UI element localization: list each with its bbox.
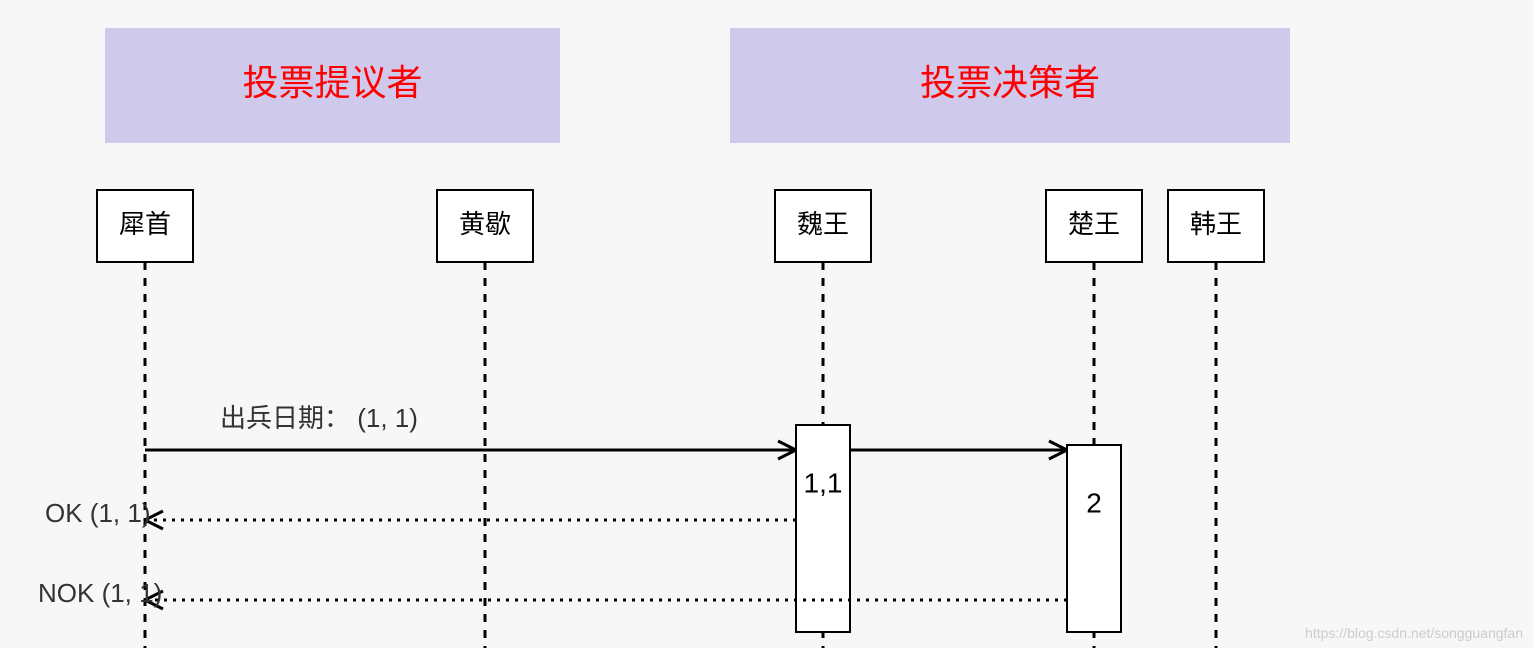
activation-label-a1: 1,1 (804, 467, 843, 498)
activation-label-a2: 2 (1086, 487, 1102, 518)
participant-label-p3: 魏王 (797, 209, 849, 239)
activation-box-a2 (1067, 445, 1121, 632)
participant-label-p2: 黄歇 (459, 209, 511, 239)
participant-label-p4: 楚王 (1068, 209, 1120, 239)
participant-label-p5: 韩王 (1190, 209, 1242, 239)
message-label-m3: OK (1, 1) (45, 498, 150, 528)
group-label-proposer: 投票提议者 (242, 62, 422, 103)
message-label-m1: 出兵日期： (1, 1) (220, 403, 418, 433)
sequence-diagram: 投票提议者 投票决策者犀首 黄歇 魏王 楚王 韩王 1,1 2 出兵日期： (1, 1) OK (… (0, 0, 1533, 648)
watermark-text: https://blog.csdn.net/songguangfan (1305, 625, 1523, 641)
participant-label-p1: 犀首 (119, 209, 171, 239)
message-label-m4: NOK (1, 1) (38, 578, 162, 608)
group-label-decider: 投票决策者 (920, 62, 1100, 103)
